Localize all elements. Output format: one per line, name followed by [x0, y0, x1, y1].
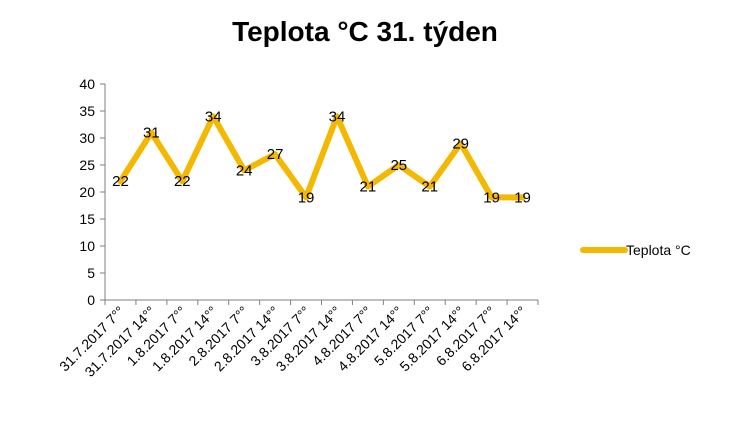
data-point	[335, 115, 338, 118]
data-label: 27	[267, 146, 284, 163]
series-line	[117, 113, 526, 201]
series-line-0	[117, 113, 526, 201]
y-tick-label: 20	[79, 184, 95, 200]
data-label: 22	[112, 173, 129, 190]
data-point	[490, 196, 493, 199]
y-tick-label: 30	[79, 130, 95, 146]
data-labels: 22 31 22 34 24 27 19 34 21 25 21 29 19 19	[112, 108, 531, 206]
data-point	[181, 180, 184, 183]
data-label: 21	[421, 179, 438, 196]
data-label: 19	[298, 189, 315, 206]
y-axis-ticks: 0 5 10 15 20 25 30 35 40	[79, 76, 105, 308]
data-point	[428, 185, 431, 188]
legend: Teplota °C	[580, 242, 691, 258]
data-label: 34	[205, 108, 222, 125]
data-label: 34	[329, 108, 346, 125]
data-label: 19	[483, 189, 500, 206]
data-point	[305, 196, 308, 199]
y-tick-label: 15	[79, 211, 95, 227]
data-point	[274, 153, 277, 156]
data-point	[521, 196, 524, 199]
data-label: 19	[514, 189, 531, 206]
y-tick-label: 5	[87, 265, 95, 281]
data-point	[366, 185, 369, 188]
axes	[104, 84, 538, 301]
data-label: 31	[143, 125, 160, 142]
y-tick-label: 0	[87, 292, 95, 308]
chart-title: Teplota °C 31. týden	[232, 16, 498, 47]
x-axis-ticks: 31.7.2017 7°°31.7.2017 14°°1.8.2017 7°°1…	[56, 300, 539, 380]
data-label: 22	[174, 173, 191, 190]
data-point	[459, 142, 462, 145]
legend-label: Teplota °C	[626, 242, 691, 258]
data-label: 25	[390, 157, 407, 174]
data-point	[397, 164, 400, 166]
data-label: 24	[236, 162, 253, 179]
y-tick-label: 35	[79, 103, 95, 119]
data-point	[119, 180, 122, 183]
data-point	[243, 169, 246, 172]
data-point	[212, 115, 215, 118]
data-label: 29	[452, 135, 469, 152]
data-point	[150, 131, 153, 134]
data-label: 21	[360, 179, 377, 196]
y-tick-label: 10	[79, 238, 95, 254]
y-tick-label: 25	[79, 157, 95, 173]
y-tick-label: 40	[79, 76, 95, 92]
